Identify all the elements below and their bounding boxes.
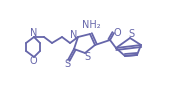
Text: O: O <box>113 28 121 38</box>
Text: S: S <box>128 29 134 39</box>
Text: S: S <box>84 52 90 62</box>
Text: N: N <box>70 30 78 40</box>
Text: N: N <box>30 29 38 39</box>
Text: S: S <box>64 59 70 69</box>
Text: O: O <box>29 56 37 66</box>
Text: NH₂: NH₂ <box>82 20 100 30</box>
